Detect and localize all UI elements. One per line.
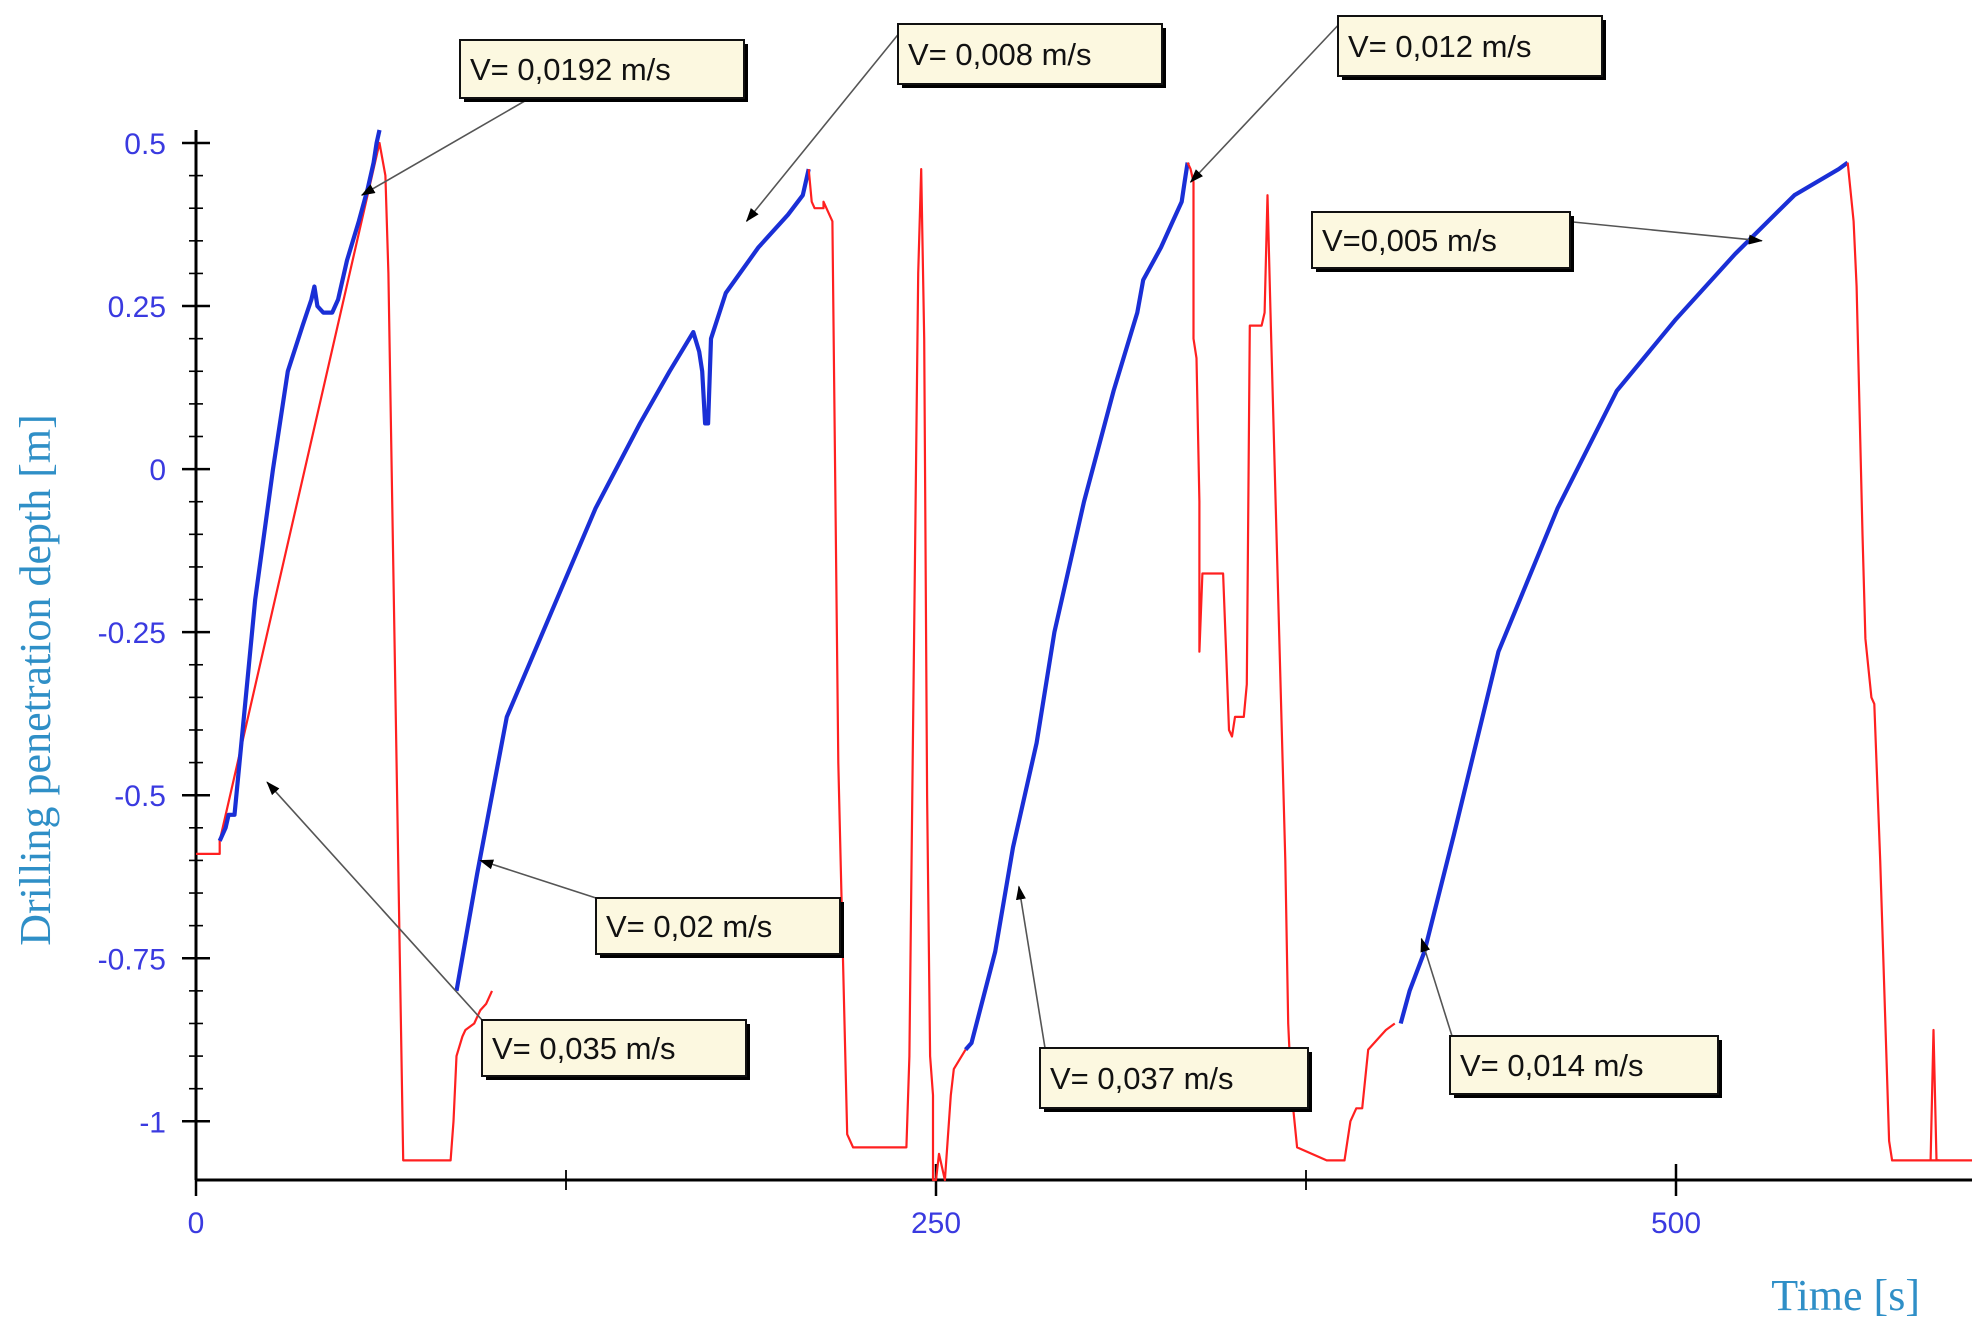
retract-segment-0 [196,141,494,1162]
y-tick-label: -0.75 [98,943,166,976]
callout-box [1337,15,1603,77]
y-tick-label: -0.25 [98,617,166,650]
axes: 0.5 0.25 0 -0.25 -0.5 -0.75 -1 0 250 500 [98,128,1972,1240]
x-axis-title: Time [s] [1771,1271,1920,1320]
x-tick-label: 0 [188,1207,205,1240]
y-axis-title: Drilling penetration depth [m] [11,414,60,946]
drilling-segment-1 [217,129,382,842]
drilling-segment-6 [1398,160,1849,1025]
callout-box [459,39,745,99]
callout-label: V= 0,008 m/s [908,37,1092,72]
callout-label: V= 0,037 m/s [1050,1061,1234,1096]
callout-box [595,897,841,955]
callout-box [1039,1047,1309,1109]
callout-label: V= 0,02 m/s [606,909,772,944]
callout-box [1449,1035,1719,1095]
callout-label: V= 0,014 m/s [1460,1048,1644,1083]
callout-label: V=0,005 m/s [1322,223,1497,258]
callout-box [1311,211,1571,269]
retract-segment-3 [807,168,967,1182]
callout-box [897,23,1163,85]
callout-label: V= 0,012 m/s [1348,29,1532,64]
callout-leader [1572,221,1763,245]
callout-leader [479,859,597,899]
y-tick-label: -0.5 [114,780,166,813]
callouts: V= 0,0192 m/s V= 0,008 m/s V= 0,012 m/s V=0… [266,15,1763,1112]
retract-segment-8 [1929,1028,1940,1162]
data-series [196,129,1972,1182]
callout-label: V= 0,0192 m/s [470,52,671,87]
callout-leader [745,25,906,223]
y-tick-label: -1 [139,1106,166,1139]
callout-leader [1189,19,1344,183]
retract-segment-5 [1186,162,1396,1162]
y-tick-label: 0 [149,454,166,487]
x-tick-label: 500 [1651,1207,1701,1240]
callout-leader [1420,937,1453,1037]
callout-label: V= 0,035 m/s [492,1031,676,1066]
drilling-segment-4 [964,162,1190,1051]
x-tick-label: 250 [911,1207,961,1240]
y-tick-label: 0.25 [108,291,166,324]
y-tick-label: 0.5 [124,128,166,161]
callout-leader [1016,885,1046,1049]
retract-segment-7 [1846,162,1972,1162]
callout-leader [266,781,483,1021]
callout-box [481,1019,747,1077]
drilling-segment-2 [454,168,811,992]
callout-leader [360,97,531,196]
